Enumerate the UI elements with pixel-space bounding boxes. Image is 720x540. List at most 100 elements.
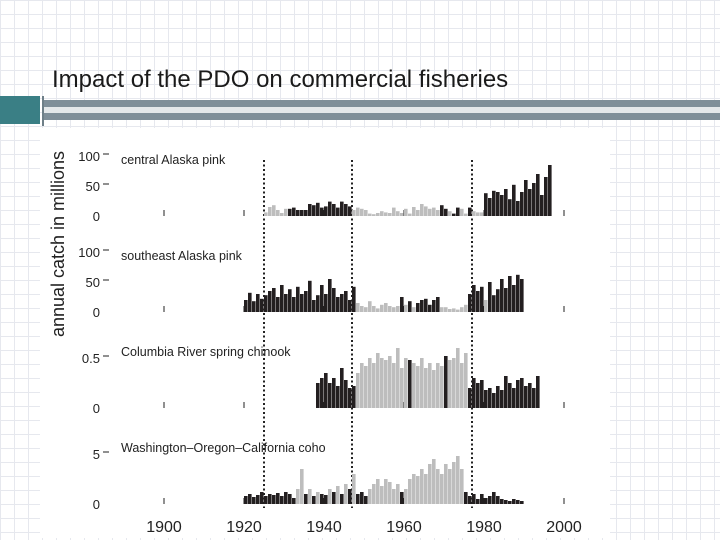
bar-1986	[508, 501, 512, 504]
panel-label: central Alaska pink	[121, 153, 226, 167]
bar-1984	[500, 195, 504, 216]
bar-1926	[268, 207, 272, 216]
bar-1968	[436, 469, 440, 504]
bar-1977	[472, 494, 476, 504]
bar-1943	[336, 207, 340, 216]
bar-1946	[348, 388, 352, 408]
bar-1965	[424, 298, 428, 312]
bar-1939	[320, 494, 324, 504]
bar-1945	[344, 291, 348, 312]
panel-3: Washington–Oregon–California coho 0 5	[93, 441, 565, 512]
bar-1969	[440, 205, 444, 216]
bar-1968	[436, 210, 440, 216]
bar-1966	[428, 304, 432, 312]
bar-1920	[244, 300, 248, 312]
bar-1939	[320, 378, 324, 408]
bar-1979	[480, 494, 484, 504]
bar-1959	[400, 297, 404, 312]
x-tick-label-1920: 1920	[226, 519, 262, 536]
bar-1950	[364, 210, 368, 216]
bar-1943	[336, 386, 340, 408]
bar-1989	[520, 378, 524, 408]
bar-1985	[504, 500, 508, 504]
x-tick-label-2000: 2000	[546, 519, 582, 536]
bar-1931	[288, 208, 292, 216]
y-axis-label: annual catch in millions	[48, 151, 68, 337]
bar-1944	[340, 368, 344, 408]
bar-1974	[460, 208, 464, 216]
bar-1939	[320, 285, 324, 312]
bar-1962	[412, 363, 416, 408]
bar-1933	[296, 210, 300, 216]
bar-1966	[428, 464, 432, 504]
bar-1966	[428, 363, 432, 408]
bar-1990	[524, 180, 528, 216]
bar-1967	[432, 370, 436, 408]
bar-1948	[356, 494, 360, 504]
bar-1992	[532, 388, 536, 408]
bar-1938	[316, 492, 320, 504]
bar-1967	[432, 207, 436, 216]
bar-1928	[276, 210, 280, 216]
bar-1937	[312, 496, 316, 504]
bar-1954	[380, 304, 384, 312]
bar-1969	[440, 474, 444, 504]
bar-1938	[316, 383, 320, 408]
bar-1988	[516, 380, 520, 408]
bar-1977	[472, 285, 476, 312]
bar-1926	[268, 291, 272, 312]
bar-1976	[468, 294, 472, 312]
bar-1984	[500, 499, 504, 504]
bar-1966	[428, 208, 432, 216]
bar-1930	[284, 208, 288, 216]
bar-1922	[252, 497, 256, 504]
bar-1982	[492, 393, 496, 408]
bar-1932	[292, 297, 296, 312]
bar-1961	[408, 301, 412, 312]
bar-1957	[392, 207, 396, 216]
bar-1987	[512, 184, 516, 216]
bar-1927	[272, 495, 276, 504]
bar-1945	[344, 380, 348, 408]
bar-1972	[452, 358, 456, 408]
bar-1955	[384, 360, 388, 408]
y-tick-label: 5	[93, 447, 100, 462]
bar-1965	[424, 206, 428, 216]
bar-1980	[484, 390, 488, 408]
bar-1946	[348, 489, 352, 504]
bar-1939	[320, 207, 324, 216]
bar-1920	[244, 496, 248, 504]
bar-1980	[484, 498, 488, 504]
y-tick-label: 50	[86, 275, 100, 290]
bar-1922	[252, 301, 256, 312]
y-tick-label: 50	[86, 179, 100, 194]
bar-1949	[360, 492, 364, 504]
bar-1945	[344, 204, 348, 216]
bar-1948	[356, 303, 360, 312]
bar-1929	[280, 213, 284, 216]
bar-1954	[380, 486, 384, 504]
bar-1988	[516, 201, 520, 216]
bar-1984	[500, 279, 504, 312]
bar-1982	[492, 492, 496, 504]
bar-1965	[424, 474, 428, 504]
bar-1970	[444, 356, 448, 408]
bar-1979	[480, 212, 484, 216]
bar-1947	[352, 386, 356, 408]
bar-1977	[472, 211, 476, 216]
bar-1962	[412, 307, 416, 312]
bar-1980	[484, 193, 488, 216]
bar-1970	[444, 307, 448, 312]
bar-1934	[300, 469, 304, 504]
bar-1975	[464, 492, 468, 504]
bar-1950	[364, 366, 368, 408]
bar-1958	[396, 484, 400, 504]
title-divider	[42, 96, 44, 126]
bar-1975	[464, 304, 468, 312]
bar-1929	[280, 496, 284, 504]
bar-1960	[404, 358, 408, 408]
bar-1987	[512, 285, 516, 312]
bar-1938	[316, 202, 320, 216]
bar-1942	[332, 288, 336, 312]
panel-label: Washington–Oregon–California coho	[121, 441, 326, 455]
